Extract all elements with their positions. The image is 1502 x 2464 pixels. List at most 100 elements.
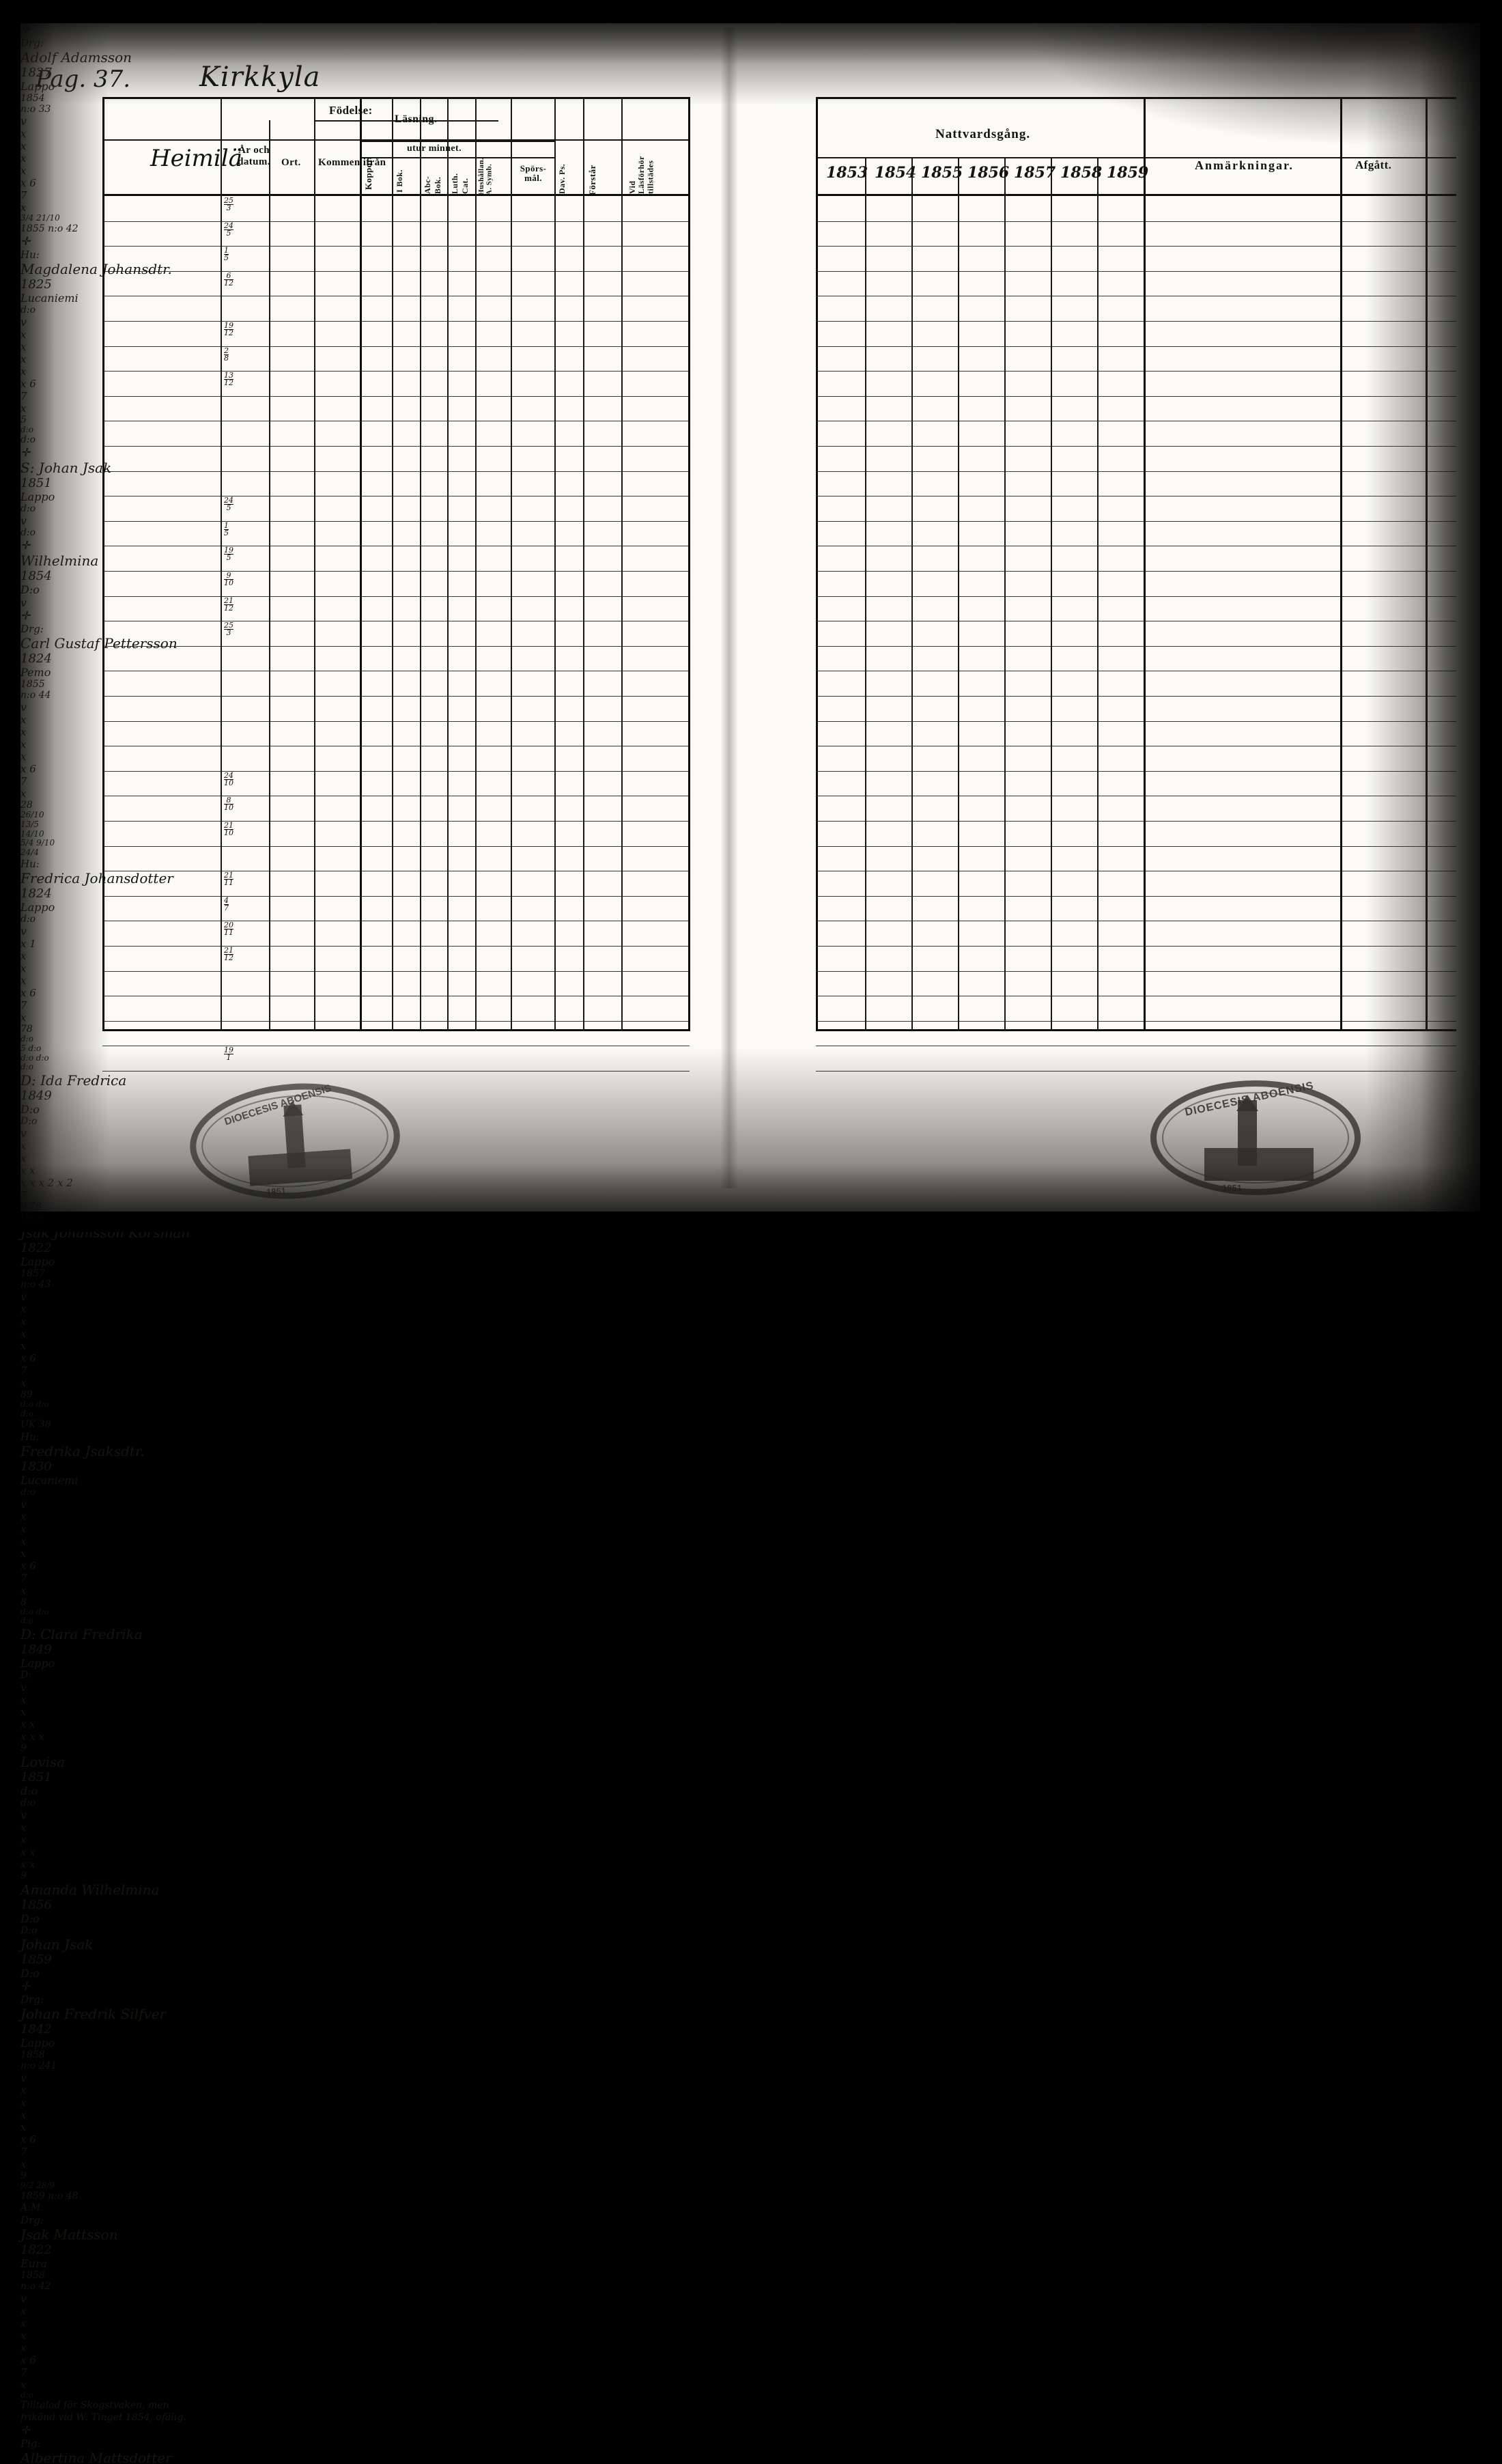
row-reading-9-1: x bbox=[20, 1706, 27, 1719]
header-notes: Anmärkningar. bbox=[1195, 158, 1294, 172]
row-born-year-8: 1830 bbox=[20, 1459, 52, 1474]
row-reading-7-2: x bbox=[20, 1328, 27, 1341]
row-status-4: Drg: bbox=[20, 622, 44, 635]
header-born-place: Ort. bbox=[281, 157, 301, 168]
row-reading-10-1: x bbox=[20, 1834, 27, 1847]
row-name-3: Wilhelmina bbox=[20, 552, 99, 569]
row-reading-1-6: x bbox=[20, 402, 27, 415]
row-born-place-9: Lappo bbox=[20, 1657, 55, 1670]
row-reading-13-3: x bbox=[20, 2121, 27, 2134]
row-born-year-7: 1822 bbox=[20, 1241, 52, 1256]
row-name-10: Lovisa bbox=[20, 1754, 66, 1771]
row-moved-from-year-2: d:o bbox=[20, 503, 36, 515]
row-reading-10-0: x bbox=[20, 1821, 27, 1834]
row-born-date-4: 19 12 bbox=[224, 321, 233, 338]
header-understands: Förstår bbox=[587, 165, 597, 195]
row-moved-from-year-4: 1855 bbox=[20, 678, 45, 690]
header-in-book: I Bok. bbox=[395, 169, 404, 193]
row-reading-5-2: x bbox=[20, 962, 27, 975]
row-name-14: Jsak Mattsson bbox=[20, 2226, 118, 2243]
row-smallpox-4: v bbox=[20, 700, 27, 714]
row-born-date-0: 25 3 bbox=[224, 196, 233, 213]
header-communion-group: Nattvardsgång. bbox=[935, 127, 1031, 141]
row-departed-2: d:o bbox=[20, 527, 36, 539]
row-reading-13-5: 7 bbox=[20, 2146, 27, 2159]
row-communion-5-5: d:o bbox=[20, 1062, 33, 1072]
row-smallpox-3: v bbox=[20, 596, 27, 609]
seal-right-year: 1851 bbox=[1222, 1183, 1242, 1193]
village-heading: Kirkkyla bbox=[199, 61, 321, 93]
page-number: Pag. 37. bbox=[36, 66, 131, 93]
row-reading-4-5: 7 bbox=[20, 774, 27, 787]
row-communion-14-5: d:o bbox=[20, 2390, 33, 2400]
row-smallpox-9: v bbox=[20, 1681, 27, 1694]
row-status-13: Drg: bbox=[20, 1993, 44, 2006]
header-departed: Afgått. bbox=[1355, 158, 1392, 171]
row-reading-8-0: x bbox=[20, 1510, 27, 1523]
communion-year-1859: 1859 bbox=[1107, 164, 1149, 182]
row-status-15: Pig: bbox=[20, 2437, 41, 2450]
row-reading-8-1: x bbox=[20, 1522, 27, 1535]
row-attendance-4: 28 bbox=[20, 799, 33, 811]
row-departed-7: UK 38 bbox=[20, 1418, 51, 1430]
row-name-8: Fredrika Jsaksdtr. bbox=[20, 1442, 145, 1459]
row-born-year-2: 1851 bbox=[20, 476, 52, 491]
header-hushallan-symb: Hushållan. A. Symb. bbox=[477, 157, 494, 195]
row-born-date-12: 25 3 bbox=[224, 621, 233, 638]
row-communion-4-2: 26/10 bbox=[20, 809, 44, 820]
row-reading-5-4: x 6 bbox=[20, 986, 36, 999]
row-name-7: Jsak Johansson Korsman bbox=[20, 1224, 190, 1242]
row-moved-from-year-9: D: bbox=[20, 1670, 31, 1681]
header-household: Heimilä bbox=[150, 145, 242, 172]
row-attendance-10: 9 bbox=[20, 1871, 27, 1882]
row-born-date-1: 24 5 bbox=[224, 221, 233, 238]
row-reading-5-3: x bbox=[20, 974, 27, 987]
row-reading-10-3: x x bbox=[20, 1858, 36, 1871]
communion-year-1853: 1853 bbox=[826, 164, 868, 182]
row-born-place-1: Lucaniemi bbox=[20, 291, 79, 305]
row-reading-8-6: x bbox=[20, 1584, 27, 1597]
row-smallpox-0: v bbox=[20, 115, 27, 128]
row-name-1: Magdalena Johansdtr. bbox=[20, 260, 172, 277]
row-note-14: Tilltalad för Skogstvaken, men frikänd v… bbox=[20, 2400, 186, 2423]
row-moved-from-no-4: n:o 44 bbox=[20, 689, 51, 701]
header-born-group: Födelse: bbox=[329, 104, 373, 117]
row-born-place-13: Lappo bbox=[20, 2036, 55, 2050]
row-moved-from-no-7: n:o 43 bbox=[20, 1279, 51, 1291]
row-departed-1: d:o bbox=[20, 434, 36, 446]
row-born-year-5: 1824 bbox=[20, 886, 52, 901]
header-moved-from: Kommen ifrån bbox=[318, 157, 386, 168]
row-reading-5-6: x bbox=[20, 1011, 27, 1024]
row-born-date-13: 24 10 bbox=[224, 771, 233, 788]
row-departed-13: 1859 n:o 48 A:M. bbox=[20, 2190, 79, 2213]
row-name-9: D: Clara Fredrika bbox=[20, 1626, 143, 1643]
row-status-7: Drg: bbox=[20, 1212, 44, 1225]
archive-seal-right: DIOECESIS ABOENSIS 1851 bbox=[1150, 1080, 1361, 1195]
row-reading-7-6: x bbox=[20, 1377, 27, 1390]
row-moved-from-year-11: D:o bbox=[20, 1925, 38, 1937]
row-attendance-13: 9 bbox=[20, 2170, 27, 2182]
row-cross-0: ✛ bbox=[20, 23, 31, 37]
row-reading-1-0: x bbox=[20, 328, 27, 341]
row-reading-14-4: x 6 bbox=[20, 2353, 36, 2366]
row-reading-10-2: x x bbox=[20, 1846, 36, 1859]
row-reading-0-4: x 6 bbox=[20, 177, 36, 189]
header-abc-book: Abc-Bok. bbox=[423, 176, 442, 194]
communion-year-1856: 1856 bbox=[967, 164, 1010, 182]
row-moved-from-year-8: d:o bbox=[20, 1486, 36, 1498]
row-reading-9-3: x x x bbox=[20, 1731, 44, 1744]
row-reading-1-4: x 6 bbox=[20, 377, 36, 390]
row-communion-8-6: d:o bbox=[20, 1616, 33, 1626]
header-questions: Spörs- mål. bbox=[520, 163, 547, 184]
register-page: Pag. 37. Kirkkyla bbox=[20, 23, 1480, 2464]
row-communion-13-5: 9/2 28/9 bbox=[20, 2181, 55, 2191]
row-reading-4-1: x bbox=[20, 725, 27, 738]
row-reading-13-4: x 6 bbox=[20, 2133, 36, 2146]
row-reading-14-5: 7 bbox=[20, 2366, 27, 2379]
header-from-memory: utur minnet. bbox=[407, 143, 462, 154]
row-reading-13-2: x bbox=[20, 2109, 27, 2122]
communion-year-1855: 1855 bbox=[921, 164, 963, 182]
row-reading-13-0: x bbox=[20, 2084, 27, 2097]
